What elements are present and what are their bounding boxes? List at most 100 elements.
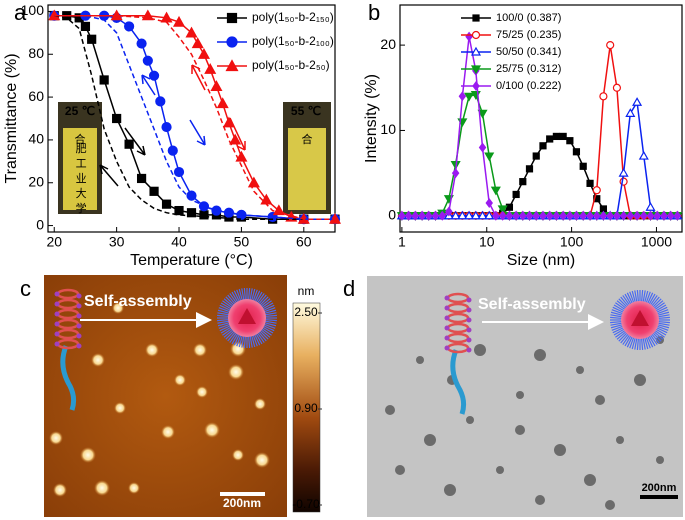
y-tick-label: 60: [28, 88, 44, 104]
legend-label: poly(1₅₀-b-2₁₅₀): [252, 10, 334, 24]
corona-chain: [256, 293, 265, 304]
marker: [424, 210, 433, 221]
marker: [666, 210, 675, 221]
core-triangle: [631, 310, 649, 326]
x-axis-label: Size (nm): [507, 252, 575, 269]
corona-chain: [255, 333, 263, 345]
marker: [592, 186, 601, 195]
vial-right: [283, 102, 331, 214]
y-tick-label: 80: [28, 45, 44, 61]
side-group: [466, 327, 472, 333]
side-group: [76, 343, 82, 349]
marker: [606, 210, 614, 221]
afm-particle: [145, 343, 159, 357]
marker: [613, 210, 621, 221]
marker: [626, 210, 635, 221]
corona-chain: [229, 293, 238, 304]
marker: [186, 208, 197, 218]
inset-label: 合: [302, 132, 313, 146]
afm-particle: [204, 422, 220, 438]
corona-chain: [261, 327, 272, 336]
legend-label: poly(1₅₀-b-2₅₀): [252, 58, 330, 72]
corona-chain: [233, 290, 240, 302]
corona-chain: [624, 293, 632, 305]
inset-label: 肥工业大学: [74, 142, 87, 217]
side-group: [76, 333, 82, 339]
corona-chain: [263, 304, 275, 311]
marker: [546, 135, 554, 143]
x-axis-label: Temperature (°C): [130, 252, 253, 269]
corona-chain: [610, 320, 623, 324]
afm-particle: [53, 483, 67, 497]
inset-label: 55 ℃: [291, 104, 321, 118]
marker: [404, 210, 413, 221]
side-group: [466, 337, 472, 343]
corona-chain: [251, 335, 256, 348]
marker: [216, 97, 229, 109]
corona-chain: [247, 288, 251, 301]
panel-label: a: [14, 0, 27, 25]
marker: [599, 92, 608, 101]
marker: [593, 210, 601, 221]
marker: [599, 210, 608, 221]
corona-chain: [648, 335, 656, 347]
marker: [431, 210, 440, 221]
corona-chain: [622, 334, 631, 345]
marker: [471, 30, 481, 40]
corona-chain: [657, 324, 670, 329]
y-axis-label: Intensity (%): [363, 74, 380, 163]
corona-chain: [618, 332, 628, 342]
polymer-tail: [60, 345, 77, 411]
x-tick-label: 1: [398, 234, 406, 250]
side-group: [76, 293, 82, 299]
corona-chain: [238, 335, 243, 348]
marker: [606, 41, 615, 50]
corona-chain: [217, 320, 230, 324]
marker: [619, 210, 628, 221]
marker: [161, 121, 172, 133]
x-tick-label: 60: [296, 234, 312, 250]
marker: [470, 65, 482, 75]
corona-chain: [616, 331, 627, 340]
corona-chain: [654, 302, 665, 311]
corona-chain: [258, 331, 267, 342]
corona-chain: [254, 290, 261, 302]
panel-label: b: [368, 0, 380, 25]
marker: [539, 142, 547, 150]
corona-chain: [654, 329, 665, 338]
marker: [124, 139, 134, 149]
marker: [226, 12, 238, 24]
marker: [618, 167, 629, 177]
corona-chain: [243, 335, 247, 348]
corona-chain: [249, 335, 253, 348]
corona-chain: [263, 323, 276, 329]
side-group: [444, 325, 450, 331]
marker: [490, 186, 501, 196]
marker: [632, 97, 643, 106]
marker: [470, 210, 481, 220]
x-tick-label: 1000: [641, 234, 672, 250]
series-line: [54, 14, 335, 220]
marker: [87, 34, 97, 44]
corona-chain: [217, 309, 230, 314]
marker: [457, 210, 468, 220]
marker: [638, 150, 649, 160]
corona-chain: [610, 322, 623, 326]
y-tick-label: 20: [380, 36, 396, 52]
core-triangle: [238, 308, 256, 324]
corona-chain: [236, 289, 242, 302]
tem-particle: [656, 456, 664, 464]
corona-chain: [264, 309, 277, 314]
x-tick-label: 40: [171, 234, 187, 250]
colorbar-tick-label: 0.90: [294, 401, 318, 415]
x-tick-label: 30: [109, 234, 125, 250]
annotation: Self-assembly: [84, 293, 192, 310]
marker: [519, 210, 527, 221]
scale-bar: [640, 495, 678, 499]
colorbar-tick-label: -0.70: [292, 497, 320, 511]
marker: [586, 210, 594, 221]
y-tick-label: 0: [388, 206, 396, 222]
scale-bar: [220, 492, 265, 496]
corona-chain: [652, 332, 662, 342]
